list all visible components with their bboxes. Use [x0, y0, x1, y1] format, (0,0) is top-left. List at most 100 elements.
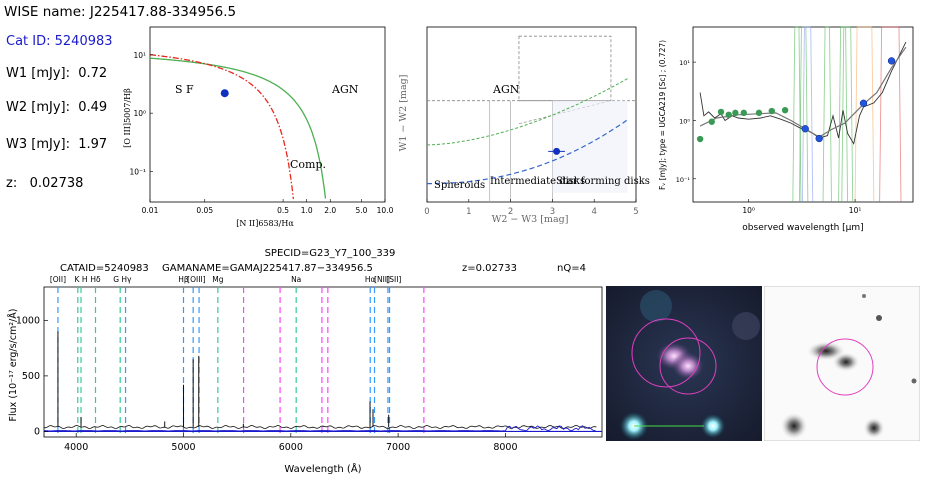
- sed-filter-curve: [822, 26, 832, 203]
- cutout-aperture-2: [659, 337, 717, 395]
- spectrum-flux-line: [43, 425, 597, 429]
- sed-optical-point: [717, 108, 725, 116]
- spectrum-nq: nQ=4: [557, 263, 586, 274]
- sed-xtick-label: 10⁰: [742, 206, 755, 215]
- spectral-line-label: Hδ: [90, 275, 101, 284]
- grayscale-aperture: [816, 338, 874, 396]
- sed-filter-curve: [854, 26, 875, 203]
- spectral-line-label: Mg: [212, 275, 223, 284]
- spectral-line-label: Hα: [365, 275, 376, 284]
- spectral-line-label: [OII]: [50, 275, 66, 284]
- spectrum-xtick-label: 8000: [493, 442, 517, 453]
- bpt-region-agn: AGN: [331, 83, 359, 96]
- wise-starforming-region: [552, 100, 628, 193]
- spectral-line-label: G Hγ: [113, 275, 132, 284]
- sed-filter-curve: [792, 26, 802, 203]
- bpt-xtick-label: 5.0: [355, 206, 367, 215]
- bpt-xtick-label: 0.01: [142, 206, 159, 215]
- spectrum-ytick-label: 500: [22, 371, 40, 382]
- spectrum-chart: SPECID=G23_Y7_100_339 CATAID=5240983 GAM…: [7, 248, 603, 475]
- spectrum-xtick-label: 7000: [386, 442, 410, 453]
- sed-ytick-label: 10¹: [679, 59, 690, 67]
- grayscale-star-right: [863, 417, 885, 439]
- sed-optical-point: [768, 107, 776, 115]
- bpt-xtick-label: 10.0: [377, 206, 394, 215]
- z-value: 0.02738: [29, 176, 84, 191]
- cutout-blob-2: [732, 312, 760, 340]
- sed-optical-point: [732, 109, 739, 117]
- bpt-kauffmann-curve: [149, 54, 295, 200]
- grayscale-image-cutout: [764, 286, 920, 441]
- wise-xtick-label: 4: [591, 207, 596, 217]
- bpt-frame: [149, 26, 386, 203]
- bpt-xtick-label: 1.0: [301, 206, 313, 215]
- grayscale-dot-1: [876, 315, 882, 321]
- wise-region-spheroids: Spheroids: [434, 180, 485, 191]
- sed-filter-curve: [879, 26, 902, 203]
- sed-optical-point: [708, 118, 715, 125]
- wise-region-intermediate: Intermediate disks: [490, 176, 585, 187]
- w3-label: W3 [mJy]:: [6, 137, 70, 152]
- bpt-ytick-label: 10⁰: [133, 109, 146, 118]
- wise-region-agn: AGN: [492, 83, 520, 96]
- redshift: z: 0.02738: [6, 176, 83, 191]
- spectral-line-label: K H: [75, 275, 88, 284]
- sed-optical-point: [755, 109, 763, 117]
- grayscale-galaxy-b: [832, 352, 860, 372]
- spectrum-cataid: CATAID=5240983: [60, 263, 149, 274]
- spectrum-title: SPECID=G23_Y7_100_339: [265, 248, 396, 259]
- spectrum-z: z=0.02733: [462, 263, 517, 274]
- bpt-ytick-label: 10⁻¹: [129, 167, 146, 176]
- wise-xtick-label: 1: [466, 207, 471, 217]
- sed-xtick-label: 10¹: [849, 206, 862, 215]
- bpt-kewley-curve: [150, 57, 327, 199]
- spectrum-ylabel: Flux (10⁻¹⁷ erg/s/cm²/Å): [7, 309, 19, 422]
- spectral-line-label: [NII]: [374, 275, 390, 284]
- w3-flux: W3 [mJy]: 1.97: [6, 137, 107, 152]
- bpt-xtick-label: 0.05: [196, 206, 213, 215]
- bpt-xtick-label: 2.0: [324, 206, 336, 215]
- grayscale-star-left: [780, 412, 808, 440]
- sed-wise-point: [801, 125, 809, 133]
- w2-value: 0.49: [78, 100, 108, 115]
- wise-xlabel: W2 − W3 [mag]: [492, 214, 569, 225]
- wise-region-starforming: Star forming disks: [556, 176, 650, 187]
- sed-wise-point: [859, 99, 868, 107]
- wise-name: WISE name: J225417.88-334956.5: [4, 4, 237, 20]
- w1-flux: W1 [mJy]: 0.72: [6, 66, 107, 81]
- w3-value: 1.97: [78, 137, 108, 152]
- spectrum-ytick-label: 0: [34, 426, 40, 437]
- sed-ytick-label: 10⁰: [679, 117, 690, 125]
- bpt-ytick-label: 10¹: [133, 51, 146, 60]
- sed-ylabel: Fᵥ [mJy]; type = UGCA219 [Sc] ; (0.727): [658, 40, 667, 190]
- wise-blue-track: [427, 119, 628, 185]
- sed-wise-point: [815, 134, 823, 143]
- spectral-line-label: [OIII]: [187, 275, 205, 284]
- sed-wise-point: [887, 57, 896, 65]
- sed-filter-curve: [841, 26, 854, 203]
- sed-optical-point: [781, 106, 789, 114]
- wise-green-track: [426, 78, 628, 146]
- spectrum-ytick-label: 1000: [16, 315, 40, 326]
- w2-flux: W2 [mJy]: 0.49: [6, 100, 107, 115]
- cutout-star-right: [701, 414, 725, 438]
- spectral-line-label: Hβ: [178, 275, 189, 284]
- spectral-line-label: Na: [291, 275, 301, 284]
- wise-xtick-label: 5: [633, 207, 638, 217]
- sed-optical-point: [696, 135, 704, 143]
- sed-optical-point: [740, 109, 747, 117]
- w1-label: W1 [mJy]:: [6, 66, 70, 81]
- sed-filter-curve: [838, 26, 849, 203]
- wise-galaxy-point: [553, 147, 561, 155]
- bpt-region-comp: Comp.: [290, 158, 326, 171]
- color-image-cutout: [606, 286, 762, 441]
- wise-xtick-label: 3: [550, 207, 555, 217]
- sed-filter-curve: [798, 26, 809, 203]
- sed-ytick-label: 10⁻¹: [676, 176, 691, 184]
- spectrum-frame: [43, 286, 603, 438]
- grayscale-dot-2: [862, 294, 866, 298]
- w2-label: W2 [mJy]:: [6, 100, 70, 115]
- w1-value: 0.72: [78, 66, 108, 81]
- cutout-aperture-1: [631, 318, 701, 388]
